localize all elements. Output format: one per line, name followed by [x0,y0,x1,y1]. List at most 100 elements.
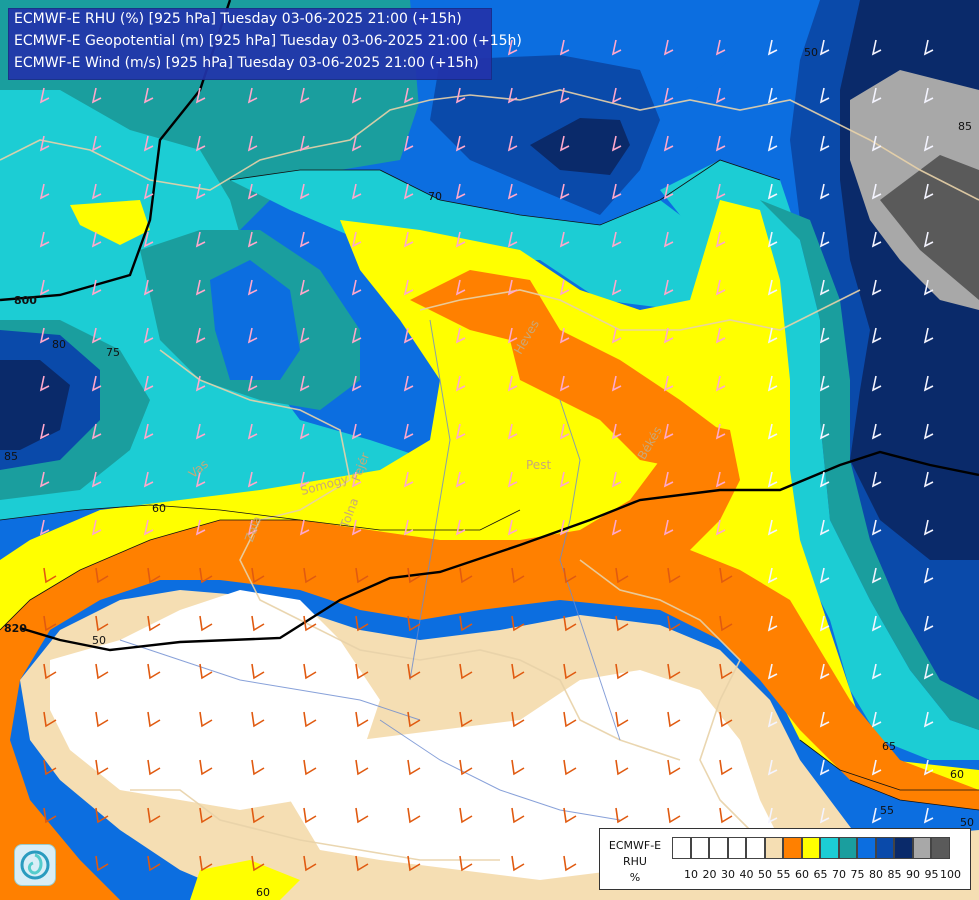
wind-barb [43,807,57,824]
wind-barb [303,711,317,728]
wind-barb [91,327,102,344]
wind-barb [559,279,570,296]
wind-barb [195,279,206,296]
legend-swatch [746,837,765,859]
wind-barb [403,375,414,392]
wind-barb [563,615,577,632]
rhu-60b-label: 60 [950,768,964,781]
wind-barb [511,759,525,776]
rhu-field-100-east [880,155,979,300]
wind-barb [767,135,778,152]
wind-barb [455,423,466,440]
wind-barb [611,39,622,56]
wind-barb [199,567,213,584]
title-rhu: ECMWF-E RHU (%) [925 hPa] Tuesday 03-06-… [14,11,462,27]
rhu-field-85-north [430,55,660,215]
wind-barb [611,135,622,152]
wind-barb [871,615,882,632]
wind-barb [559,39,570,56]
wind-barb [403,135,414,152]
wind-barb [247,279,258,296]
wind-barb [195,519,206,536]
wind-barb [667,807,681,824]
wind-barb [615,711,629,728]
wind-barb [923,519,934,536]
wind-barb [303,855,317,872]
wind-barb [715,39,726,56]
wind-barb [39,87,50,104]
wind-barb [351,423,362,440]
wind-barb [147,807,161,824]
wind-barb [767,519,778,536]
rhu-55-label: 55 [880,804,894,817]
wind-barb [611,423,622,440]
wind-barb [871,423,882,440]
wind-barb [195,183,206,200]
wind-barb [403,519,414,536]
wind-barb [923,135,934,152]
wind-barb [247,135,258,152]
wind-barb [923,423,934,440]
wind-barb [663,327,674,344]
wind-barb [715,183,726,200]
wind-barb [611,375,622,392]
wind-barb [923,567,934,584]
legend-tick-label: 20 [702,868,717,881]
wind-barb [819,615,830,632]
wind-barb [251,711,265,728]
wind-barb [195,327,206,344]
wind-barb [195,375,206,392]
wind-barb [91,279,102,296]
rhu-field-70-east [660,160,979,760]
rhu-60c-label: 60 [256,886,270,899]
wind-barb [247,471,258,488]
wind-barb [459,567,473,584]
rhu-70-label: 70 [428,190,442,203]
wind-barb [247,183,258,200]
wind-barb [299,135,310,152]
legend-swatch [875,837,894,859]
wind-barb [95,567,109,584]
wind-barb [715,231,726,248]
wind-barb [95,759,109,776]
wind-barb [251,615,265,632]
legend-swatch [709,837,728,859]
wind-barb [251,855,265,872]
wind-barb [871,759,882,776]
wind-barb [299,327,310,344]
rhu-field-60-central-blob [410,270,720,470]
wind-barb [147,663,161,680]
wind-barb [403,87,414,104]
rhu-80-label: 80 [52,338,66,351]
wind-barb [351,87,362,104]
wind-barb [91,423,102,440]
wind-barb [199,615,213,632]
wind-barb [871,135,882,152]
wind-barb [407,759,421,776]
wind-barb [247,519,258,536]
wind-barb [819,135,830,152]
wind-barb [459,615,473,632]
rhu-50b-label: 50 [804,46,818,59]
wind-barb [455,87,466,104]
wind-barb [923,231,934,248]
wind-barb [39,471,50,488]
wind-barb [403,183,414,200]
wind-barb [43,759,57,776]
wind-barb [767,327,778,344]
wind-barb [43,615,57,632]
wind-barb [715,423,726,440]
wind-barb [511,567,525,584]
wind-barb [923,711,934,728]
legend-model: ECMWF-E [608,839,662,852]
wind-barb [303,663,317,680]
wind-barb [767,759,778,776]
wind-barb [407,615,421,632]
wind-barb [559,423,570,440]
wind-barb [143,519,154,536]
wind-barb [407,711,421,728]
legend-tick-label: 30 [721,868,735,881]
wind-barb [143,423,154,440]
wind-barb [819,327,830,344]
